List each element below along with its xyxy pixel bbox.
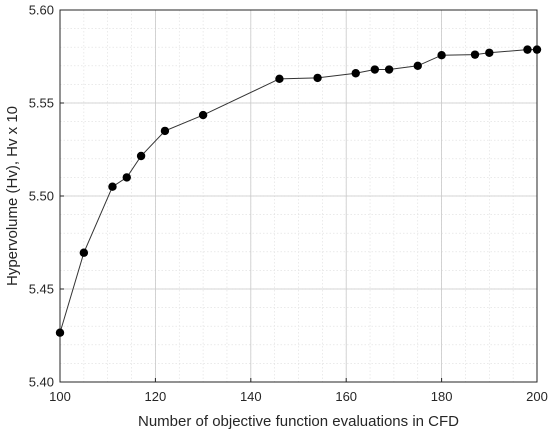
data-point	[55, 328, 65, 337]
x-tick-label: 180	[431, 389, 453, 404]
y-axis-ticks: 5.40 5.45 5.50 5.55 5.60	[29, 3, 64, 390]
y-tick-label: 5.50	[29, 189, 54, 204]
x-tick-label: 120	[145, 389, 167, 404]
data-point	[384, 65, 394, 74]
x-tick-label: 200	[526, 389, 548, 404]
data-point	[108, 182, 117, 191]
y-tick-label: 5.40	[29, 375, 54, 390]
data-point	[532, 45, 542, 54]
data-point	[470, 50, 480, 59]
data-point	[122, 173, 131, 182]
y-tick-label: 5.55	[29, 96, 54, 111]
y-axis-label: Hypervolume (Hv), Hv x 10	[4, 106, 21, 286]
y-tick-label: 5.45	[29, 282, 54, 297]
y-tick-label: 5.60	[29, 3, 54, 18]
data-point	[485, 48, 494, 57]
data-point	[413, 61, 422, 70]
x-tick-label: 100	[49, 389, 71, 404]
data-point	[351, 69, 360, 78]
data-point	[79, 248, 89, 257]
x-axis-ticks: 100 120 140 160 180 200	[49, 378, 548, 404]
data-point	[370, 65, 380, 74]
data-point	[275, 74, 284, 84]
data-point	[160, 126, 170, 136]
data-point	[136, 151, 146, 161]
data-point	[198, 110, 208, 120]
data-point	[523, 45, 532, 54]
series-group	[55, 45, 542, 337]
data-point	[437, 50, 446, 60]
x-axis-label: Number of objective function evaluations…	[138, 413, 459, 430]
x-tick-label: 160	[335, 389, 357, 404]
data-point	[313, 73, 322, 83]
x-tick-label: 140	[240, 389, 262, 404]
